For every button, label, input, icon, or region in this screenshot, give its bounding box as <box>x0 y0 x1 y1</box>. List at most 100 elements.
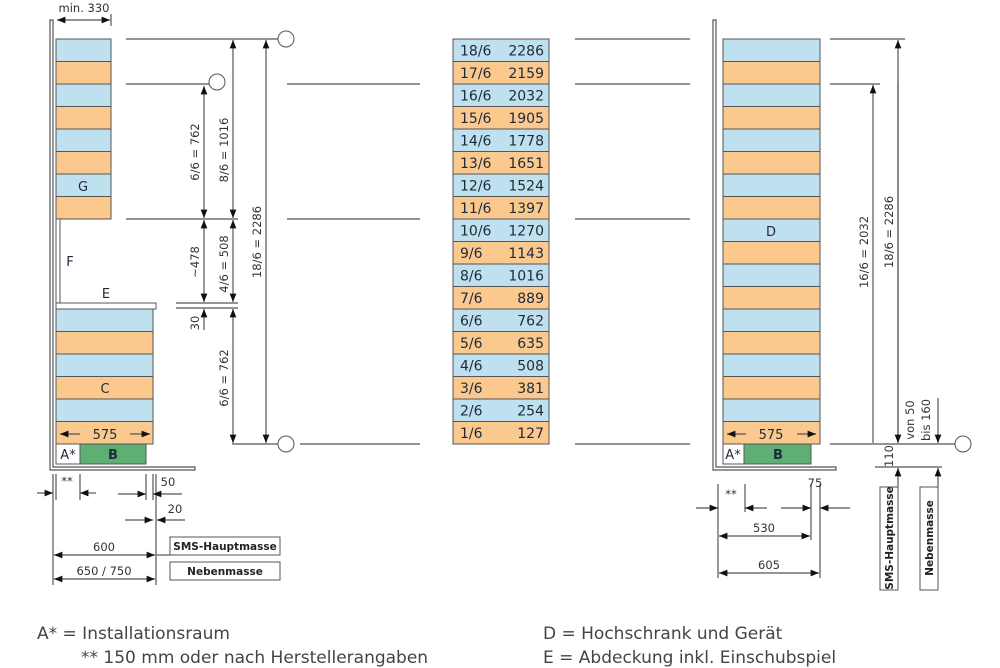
row-height-mm: 1397 <box>508 201 544 217</box>
row-height-mm: 2286 <box>508 44 544 60</box>
label-d: D <box>766 225 776 240</box>
level-connectors <box>287 38 690 445</box>
legend-box-side <box>919 486 939 591</box>
ref-lines <box>830 38 955 468</box>
width-575: 575 <box>93 428 118 443</box>
row-fraction: 8/6 <box>460 269 483 285</box>
module-row <box>55 398 154 422</box>
wall-and-floor <box>49 19 196 471</box>
label-g: G <box>78 180 88 195</box>
module-row <box>722 331 821 355</box>
dim-50: 50 <box>161 475 176 489</box>
module-row <box>722 376 821 400</box>
wall-cabinet-g <box>55 38 112 220</box>
module-row <box>722 151 821 175</box>
module-row <box>722 308 821 332</box>
label-e: E <box>102 287 110 302</box>
wall-and-floor <box>712 19 837 471</box>
label-b: B <box>773 448 783 463</box>
panel-f <box>55 218 61 304</box>
legend: A* = Installationsraum ** 150 mm oder na… <box>37 624 836 668</box>
label-c: C <box>100 382 109 397</box>
row-fraction: 18/6 <box>460 44 492 60</box>
dim-label: 8/6 = 1016 <box>217 118 231 183</box>
row-fraction: 5/6 <box>460 336 483 352</box>
module-row <box>722 128 821 152</box>
dim-label: 18/6 = 2286 <box>882 196 896 268</box>
module-row <box>722 83 821 107</box>
dim-650-750: 650 / 750 <box>76 564 131 578</box>
row-height-mm: 1778 <box>508 134 544 150</box>
row-height-mm: 889 <box>517 291 544 307</box>
row-height-mm: 1270 <box>508 224 544 240</box>
legend-star: ** 150 mm oder nach Herstellerangaben <box>81 648 428 668</box>
row-fraction: 7/6 <box>460 291 483 307</box>
module-row <box>722 173 821 197</box>
base-cabinet-c <box>55 308 154 445</box>
legend-main-dims: SMS-Hauptmasse <box>884 486 896 589</box>
legend-a: A* = Installationsraum <box>37 624 230 644</box>
dim-star: ** <box>725 487 737 501</box>
level-lines <box>287 38 690 445</box>
dim-20: 20 <box>168 502 183 516</box>
right-elevation: D A* B 575 16/6 = 2032 18/6 = 2286 von 5… <box>696 19 972 591</box>
row-fraction: 16/6 <box>460 89 492 105</box>
module-row <box>55 308 154 332</box>
row-fraction: 15/6 <box>460 111 492 127</box>
module-row <box>55 353 154 377</box>
module-row <box>722 263 821 287</box>
dim-530: 530 <box>753 521 775 535</box>
module-row <box>722 353 821 377</box>
legend-d: D = Hochschrank und Gerät <box>543 624 783 644</box>
dim-label: 18/6 = 2286 <box>250 206 264 278</box>
row-fraction: 1/6 <box>460 426 483 442</box>
dim-600: 600 <box>93 540 115 554</box>
module-row <box>722 286 821 310</box>
row-fraction: 2/6 <box>460 404 483 420</box>
legend-box-side <box>169 561 281 581</box>
dim-von-50: von 50 <box>903 400 917 439</box>
dim-label: 4/6 = 508 <box>217 235 231 292</box>
dim-75: 75 <box>808 476 823 490</box>
row-height-mm: 2032 <box>508 89 544 105</box>
module-row <box>722 38 821 62</box>
row-height-mm: 254 <box>517 404 544 420</box>
legend-box-main <box>169 536 281 556</box>
dim-605: 605 <box>758 558 780 572</box>
label-b: B <box>108 448 118 463</box>
dim-label: 6/6 = 762 <box>217 349 231 406</box>
level-circle <box>208 73 226 91</box>
height-grid-table: 18/6 2286 17/6 2159 16/6 2032 15/6 1905 14/6 1778… <box>452 38 550 445</box>
module-row <box>55 151 112 175</box>
dim-label: ~478 <box>188 246 202 278</box>
left-elevation: G F E C A* B 575 min. 330 6/6 = 762 8/6 … <box>37 1 295 585</box>
legend-box-main <box>879 486 899 591</box>
row-fraction: 9/6 <box>460 246 483 262</box>
row-height-mm: 381 <box>517 381 544 397</box>
module-row <box>722 61 821 85</box>
row-fraction: 17/6 <box>460 66 492 82</box>
row-fraction: 14/6 <box>460 134 492 150</box>
module-row <box>55 83 112 107</box>
label-a: A* <box>725 448 741 463</box>
row-height-mm: 635 <box>517 336 544 352</box>
module-row <box>55 128 112 152</box>
label-f: F <box>66 255 73 270</box>
row-fraction: 12/6 <box>460 179 492 195</box>
row-height-mm: 2159 <box>508 66 544 82</box>
row-fraction: 13/6 <box>460 156 492 172</box>
module-row <box>722 241 821 265</box>
row-fraction: 6/6 <box>460 314 483 330</box>
row-height-mm: 508 <box>517 359 544 375</box>
row-height-mm: 127 <box>517 426 544 442</box>
countertop-e <box>55 302 157 310</box>
module-row <box>55 38 112 62</box>
extension-lines <box>52 474 157 585</box>
dim-label: 6/6 = 762 <box>188 123 202 180</box>
module-row <box>55 331 154 355</box>
label-a: A* <box>60 448 76 463</box>
level-circle <box>954 435 972 453</box>
dim-bis-160: bis 160 <box>919 399 933 441</box>
module-row <box>55 61 112 85</box>
